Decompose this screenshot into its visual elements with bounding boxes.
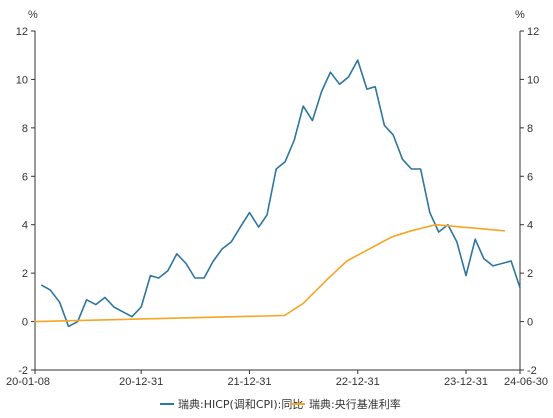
y-tick-label-left: -2 bbox=[18, 365, 28, 377]
x-tick-label: 23-12-31 bbox=[444, 376, 488, 388]
x-tick-label: 21-12-31 bbox=[227, 376, 271, 388]
y-axis-right: -2 0 2 4 6 8 10 12 bbox=[520, 26, 539, 377]
y-tick-label-left: 10 bbox=[16, 74, 28, 86]
y-tick-label-right: 12 bbox=[527, 26, 539, 38]
y-axis-left: -2 0 2 4 6 8 10 12 bbox=[16, 26, 35, 377]
series-line-1 bbox=[40, 59, 521, 328]
y-tick-label-right: 10 bbox=[527, 74, 539, 86]
y-tick-label-right: -2 bbox=[527, 365, 537, 377]
legend-label-2: 瑞典:央行基准利率 bbox=[309, 397, 401, 411]
x-tick-label: 22-12-31 bbox=[336, 376, 380, 388]
y-tick-label-left: 2 bbox=[22, 268, 28, 280]
y-tick-label-left: 8 bbox=[22, 123, 28, 135]
series-line-2 bbox=[34, 223, 506, 323]
y-tick-label-right: 0 bbox=[527, 317, 533, 329]
y-axis-unit-left: % bbox=[28, 9, 38, 21]
y-tick-label-right: 4 bbox=[527, 220, 533, 232]
y-tick-label-right: 8 bbox=[527, 123, 533, 135]
legend-label-1: 瑞典:HICP(调和CPI):同比 bbox=[178, 397, 303, 411]
series-layer bbox=[34, 59, 521, 328]
y-axis-unit-right: % bbox=[515, 9, 525, 21]
y-tick-label-left: 12 bbox=[16, 26, 28, 38]
y-tick-label-right: 6 bbox=[527, 171, 533, 183]
x-tick-label: 24-06-30 bbox=[504, 376, 548, 388]
y-tick-label-right: 2 bbox=[527, 268, 533, 280]
legend: 瑞典:HICP(调和CPI):同比 瑞典:央行基准利率 bbox=[160, 397, 401, 411]
axes bbox=[34, 31, 521, 371]
x-axis: 20-01-08 20-12-31 21-12-31 22-12-31 23-12-31… bbox=[6, 370, 548, 388]
x-tick-label: 20-01-08 bbox=[6, 376, 50, 388]
y-tick-label-left: 4 bbox=[22, 220, 28, 232]
y-tick-label-left: 6 bbox=[22, 171, 28, 183]
y-tick-label-left: 0 bbox=[22, 317, 28, 329]
x-tick-label: 20-12-31 bbox=[119, 376, 163, 388]
